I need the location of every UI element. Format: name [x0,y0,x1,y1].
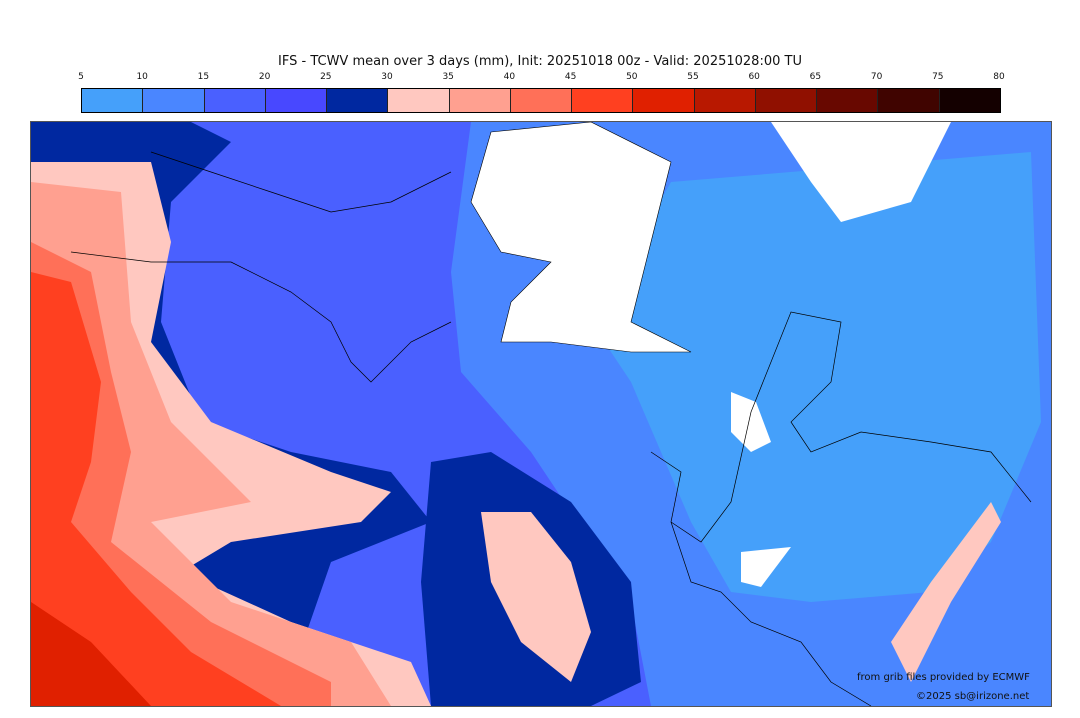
colorbar-swatch-1 [143,89,205,112]
colorbar-tick: 60 [748,72,760,82]
colorbar-swatch-0 [82,89,144,112]
colorbar-swatch-4 [327,89,389,112]
north-america-coastline [70,151,452,383]
data-source-credit: from grib files provided by ECMWF [857,672,1030,683]
map-title: IFS - TCWV mean over 3 days (mm), Init: … [278,54,802,69]
colorbar-swatch-14 [939,89,1000,112]
colorbar-swatch-11 [755,89,818,112]
colorbar-swatch-12 [817,89,879,112]
colorbar-tick: 5 [78,72,84,82]
colorbar-swatch-5 [388,89,450,112]
colorbar-tick: 30 [381,72,393,82]
colorbar-swatch-8 [572,89,634,112]
colorbar-tick: 65 [809,72,822,82]
colorbar [81,88,1001,113]
colorbar-tick: 45 [564,72,577,82]
colorbar-tick: 80 [993,72,1005,82]
colorbar-tick: 35 [442,72,454,82]
colorbar-tick: 20 [258,72,271,82]
colorbar-swatch-3 [265,89,328,112]
region-45-50-west [31,272,281,706]
colorbar-swatch-7 [510,89,573,112]
colorbar-ticks: 5 10 15 20 25 30 35 40 45 50 55 60 65 70 75 80 [78,72,1005,84]
colorbar-tick: 55 [687,72,699,82]
colorbar-swatch-10 [694,89,756,112]
colorbar-tick: 15 [197,72,210,82]
region-5-10-europe [591,152,1041,602]
alps-ice [741,547,791,587]
colorbar-tick: 10 [136,72,148,82]
greenland-land [470,122,692,353]
region-30-35-east [891,502,1001,682]
colorbar-tick: 70 [870,72,883,82]
region-30-35-cyclone [481,512,591,682]
colorbar-swatch-6 [449,89,511,112]
colorbar-swatch-9 [633,89,695,112]
copyright-credit: ©2025 sb@irizone.net [916,691,1030,702]
colorbar-swatch-2 [204,89,266,112]
colorbar-tick: 75 [932,72,944,82]
arctic-ice [771,122,951,222]
tcwv-map [30,121,1052,707]
colorbar-tick: 25 [320,72,332,82]
scandinavia-ice [731,392,771,452]
colorbar-tick: 50 [626,72,638,82]
europe-coastline [650,311,1032,706]
region-50-55-west [31,602,151,706]
colorbar-tick: 40 [503,72,516,82]
colorbar-swatch-13 [878,89,940,112]
